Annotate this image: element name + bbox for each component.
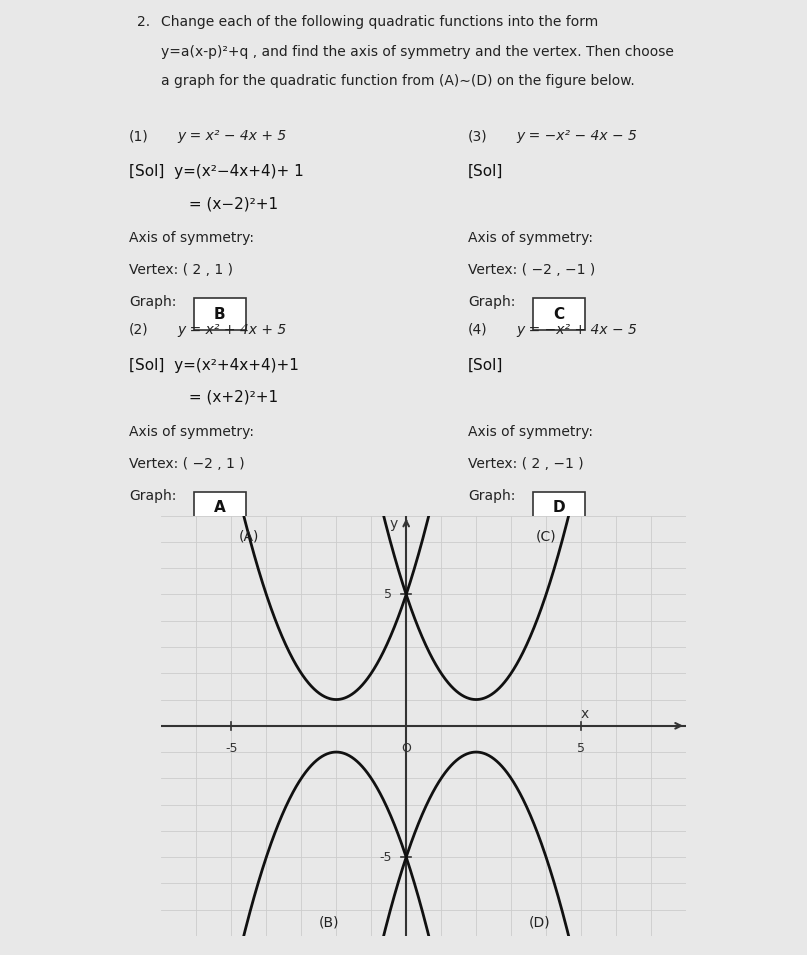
Text: Graph:: Graph:: [468, 295, 516, 309]
Text: y = x² − 4x + 5: y = x² − 4x + 5: [178, 129, 286, 143]
Text: y=a(x-p)²+q , and find the axis of symmetry and the vertex. Then choose: y=a(x-p)²+q , and find the axis of symme…: [161, 45, 675, 58]
Text: [Sol]  y=(x²+4x+4)+1: [Sol] y=(x²+4x+4)+1: [129, 357, 299, 372]
Text: O: O: [401, 741, 411, 754]
Text: = (x+2)²+1: = (x+2)²+1: [145, 390, 278, 405]
Text: (A): (A): [239, 530, 259, 543]
Text: Axis of symmetry:: Axis of symmetry:: [468, 231, 593, 244]
Text: D: D: [553, 500, 565, 516]
Text: x: x: [581, 707, 589, 721]
Text: Axis of symmetry:: Axis of symmetry:: [129, 231, 254, 244]
Text: C: C: [554, 307, 564, 322]
Text: -5: -5: [380, 851, 392, 863]
Text: A: A: [214, 500, 226, 516]
Text: Graph:: Graph:: [468, 489, 516, 503]
Text: Vertex: ( 2 , 1 ): Vertex: ( 2 , 1 ): [129, 264, 233, 277]
Text: -5: -5: [225, 741, 237, 754]
Text: (4): (4): [468, 323, 487, 337]
Text: 2.: 2.: [137, 15, 150, 29]
Text: = (x−2)²+1: = (x−2)²+1: [145, 196, 278, 211]
Text: Graph:: Graph:: [129, 295, 177, 309]
Text: Change each of the following quadratic functions into the form: Change each of the following quadratic f…: [161, 15, 599, 29]
FancyBboxPatch shape: [533, 492, 585, 524]
Text: Axis of symmetry:: Axis of symmetry:: [129, 425, 254, 438]
Text: (D): (D): [529, 916, 550, 930]
Text: Vertex: ( 2 , −1 ): Vertex: ( 2 , −1 ): [468, 456, 583, 471]
Text: a graph for the quadratic function from (A)∼(D) on the figure below.: a graph for the quadratic function from …: [161, 74, 635, 89]
Text: (C): (C): [536, 530, 556, 543]
Text: y = −x² − 4x − 5: y = −x² − 4x − 5: [516, 129, 638, 143]
Text: (1): (1): [129, 129, 148, 143]
Text: Vertex: ( −2 , 1 ): Vertex: ( −2 , 1 ): [129, 456, 245, 471]
FancyBboxPatch shape: [533, 298, 585, 330]
Text: 5: 5: [384, 588, 392, 601]
FancyBboxPatch shape: [194, 492, 246, 524]
Text: B: B: [214, 307, 226, 322]
Text: 5: 5: [577, 741, 585, 754]
Text: (2): (2): [129, 323, 148, 337]
Text: y = −x² + 4x − 5: y = −x² + 4x − 5: [516, 323, 638, 337]
Text: (B): (B): [319, 916, 340, 930]
Text: (3): (3): [468, 129, 487, 143]
Text: [Sol]  y=(x²−4x+4)+ 1: [Sol] y=(x²−4x+4)+ 1: [129, 164, 304, 179]
Text: [Sol]: [Sol]: [468, 357, 504, 372]
Text: y = x² + 4x + 5: y = x² + 4x + 5: [178, 323, 286, 337]
Text: y: y: [390, 517, 398, 531]
FancyBboxPatch shape: [194, 298, 246, 330]
Text: Graph:: Graph:: [129, 489, 177, 503]
Text: Axis of symmetry:: Axis of symmetry:: [468, 425, 593, 438]
Text: Vertex: ( −2 , −1 ): Vertex: ( −2 , −1 ): [468, 264, 596, 277]
Text: [Sol]: [Sol]: [468, 164, 504, 179]
